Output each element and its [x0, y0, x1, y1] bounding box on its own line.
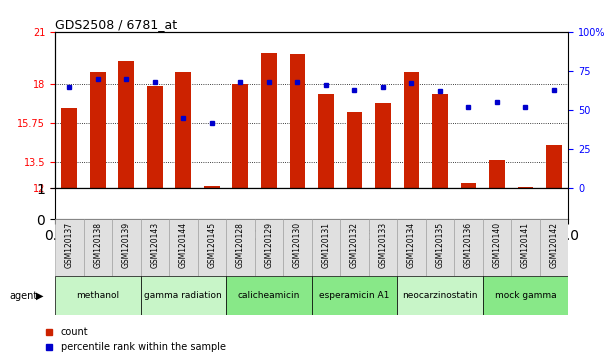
Text: gamma radiation: gamma radiation [144, 291, 222, 300]
Text: GSM120128: GSM120128 [236, 222, 245, 268]
Text: GDS2508 / 6781_at: GDS2508 / 6781_at [55, 18, 177, 31]
Bar [432, 95, 448, 188]
Text: GSM120135: GSM120135 [436, 222, 444, 268]
Bar [175, 72, 191, 188]
Bar [489, 160, 505, 188]
Bar [397, 219, 426, 276]
Text: GSM120133: GSM120133 [378, 222, 387, 268]
Text: GSM120142: GSM120142 [549, 222, 558, 268]
Text: GSM120129: GSM120129 [265, 222, 273, 268]
Bar [368, 219, 397, 276]
Bar [483, 276, 568, 315]
Bar [55, 276, 141, 315]
Bar [454, 219, 483, 276]
Bar [318, 95, 334, 188]
Text: GSM120132: GSM120132 [350, 222, 359, 268]
Bar [141, 276, 226, 315]
Text: mock gamma: mock gamma [495, 291, 556, 300]
Bar [483, 219, 511, 276]
Text: GSM120144: GSM120144 [179, 222, 188, 268]
Bar [461, 183, 477, 188]
Bar [141, 219, 169, 276]
Bar [226, 276, 312, 315]
Bar [61, 108, 77, 188]
Bar [312, 219, 340, 276]
Bar [112, 219, 141, 276]
Bar [290, 53, 306, 188]
Bar [90, 72, 106, 188]
Text: GSM120134: GSM120134 [407, 222, 416, 268]
Text: neocarzinostatin: neocarzinostatin [402, 291, 478, 300]
Bar [255, 219, 283, 276]
Bar [84, 219, 112, 276]
Text: calicheamicin: calicheamicin [238, 291, 300, 300]
Text: GSM120138: GSM120138 [93, 222, 102, 268]
Bar [540, 219, 568, 276]
Bar [397, 276, 483, 315]
Bar [518, 187, 533, 188]
Text: GSM120145: GSM120145 [207, 222, 216, 268]
Text: GSM120136: GSM120136 [464, 222, 473, 268]
Bar [340, 219, 368, 276]
Text: GSM120137: GSM120137 [65, 222, 74, 268]
Text: GSM120131: GSM120131 [321, 222, 331, 268]
Text: esperamicin A1: esperamicin A1 [319, 291, 390, 300]
Bar [511, 219, 540, 276]
Bar [204, 187, 219, 188]
Bar [55, 219, 84, 276]
Text: GSM120140: GSM120140 [492, 222, 502, 268]
Text: ▶: ▶ [36, 291, 43, 301]
Bar [147, 86, 163, 188]
Text: GSM120139: GSM120139 [122, 222, 131, 268]
Bar [261, 53, 277, 188]
Bar [232, 84, 248, 188]
Text: methanol: methanol [76, 291, 119, 300]
Bar [226, 219, 255, 276]
Bar [169, 219, 197, 276]
Bar [283, 219, 312, 276]
Text: GSM120141: GSM120141 [521, 222, 530, 268]
Legend: count, percentile rank within the sample: count, percentile rank within the sample [42, 324, 230, 354]
Bar [426, 219, 454, 276]
Text: GSM120130: GSM120130 [293, 222, 302, 268]
Bar [346, 112, 362, 188]
Text: GSM120143: GSM120143 [150, 222, 159, 268]
Bar [197, 219, 226, 276]
Bar [119, 61, 134, 188]
Bar [546, 145, 562, 188]
Text: agent: agent [9, 291, 37, 301]
Bar [403, 72, 419, 188]
Bar [312, 276, 397, 315]
Bar [375, 103, 391, 188]
